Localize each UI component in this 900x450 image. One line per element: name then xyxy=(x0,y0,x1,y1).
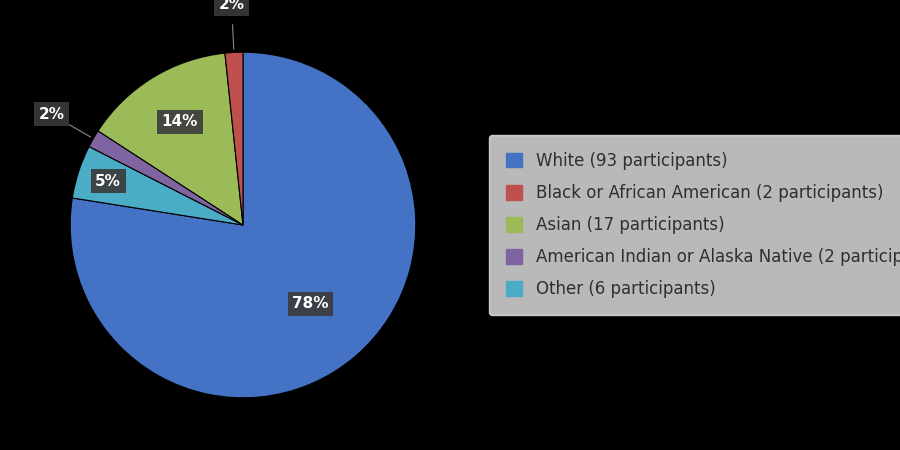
Wedge shape xyxy=(70,52,416,398)
Wedge shape xyxy=(225,52,243,225)
Legend: White (93 participants), Black or African American (2 participants), Asian (17 p: White (93 participants), Black or Africa… xyxy=(489,135,900,315)
Wedge shape xyxy=(98,53,243,225)
Wedge shape xyxy=(72,147,243,225)
Text: 2%: 2% xyxy=(39,107,65,122)
Text: 5%: 5% xyxy=(95,174,122,189)
Text: 2%: 2% xyxy=(219,0,245,12)
Wedge shape xyxy=(89,131,243,225)
Text: 14%: 14% xyxy=(162,114,198,129)
Text: 78%: 78% xyxy=(292,297,328,311)
